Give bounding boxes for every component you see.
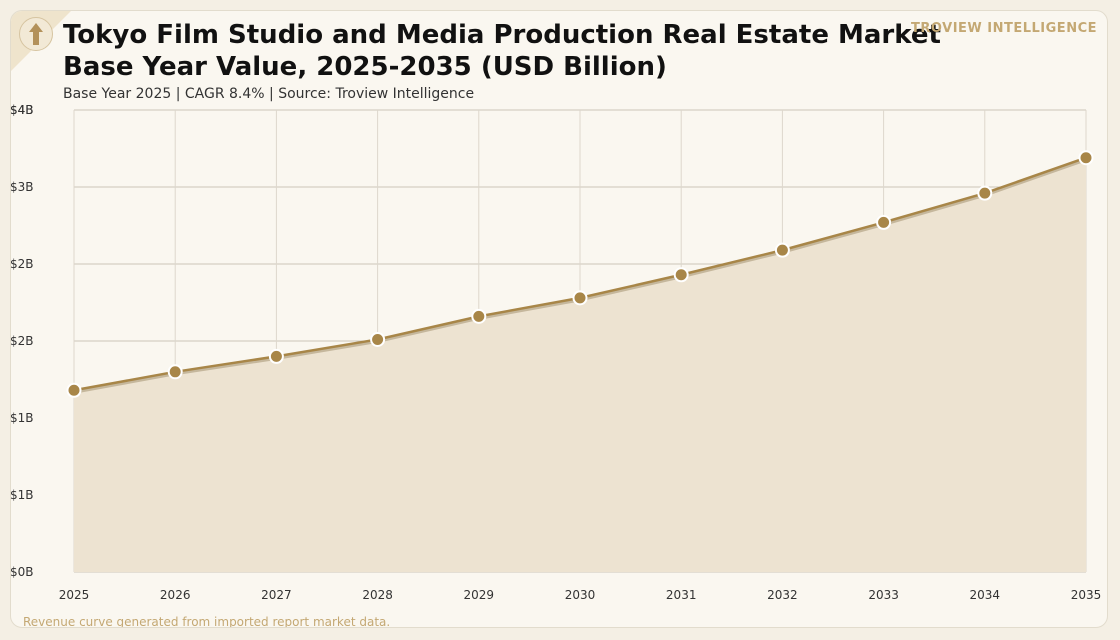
logo xyxy=(19,17,53,51)
x-tick-label: 2034 xyxy=(970,588,1001,602)
chart-subtitle: Base Year 2025 | CAGR 8.4% | Source: Tro… xyxy=(63,86,475,102)
data-point xyxy=(66,382,82,398)
data-point xyxy=(471,308,487,324)
y-tick-label: $1B xyxy=(10,488,34,502)
data-point xyxy=(572,290,588,306)
y-tick-label: $1B xyxy=(10,411,34,425)
x-tick-label: 2025 xyxy=(59,588,90,602)
data-point xyxy=(774,242,790,258)
y-tick-label: $2B xyxy=(10,334,34,348)
x-tick-label: 2032 xyxy=(767,588,798,602)
data-point xyxy=(977,185,993,201)
chart-title: Tokyo Film Studio and Media Production R… xyxy=(63,20,941,82)
area-layer xyxy=(74,157,1086,573)
footnote: Revenue curve generated from imported re… xyxy=(23,615,391,628)
y-tick-label: $2B xyxy=(10,257,34,271)
y-tick-label: $0B xyxy=(10,565,34,579)
data-point xyxy=(673,267,689,283)
brand-label: TROVIEW INTELLIGENCE xyxy=(911,21,1097,36)
y-tick-label: $4B xyxy=(10,103,34,117)
x-tick-label: 2028 xyxy=(362,588,393,602)
y-tick-label: $3B xyxy=(10,180,34,194)
x-tick-label: 2030 xyxy=(565,588,596,602)
x-tick-label: 2027 xyxy=(261,588,292,602)
x-tick-label: 2031 xyxy=(666,588,697,602)
marks-layer xyxy=(66,150,1094,398)
data-point xyxy=(370,331,386,347)
y-tick-label: $4B xyxy=(10,103,34,117)
x-tick-label: 2035 xyxy=(1071,588,1102,602)
area-fill xyxy=(74,157,1086,573)
upload-arrow-icon xyxy=(29,23,43,45)
data-point xyxy=(167,364,183,380)
x-tick-label: 2033 xyxy=(868,588,899,602)
data-point xyxy=(1078,150,1094,166)
data-point xyxy=(268,348,284,364)
data-point xyxy=(876,214,892,230)
x-tick-label: 2029 xyxy=(464,588,495,602)
x-tick-label: 2026 xyxy=(160,588,191,602)
